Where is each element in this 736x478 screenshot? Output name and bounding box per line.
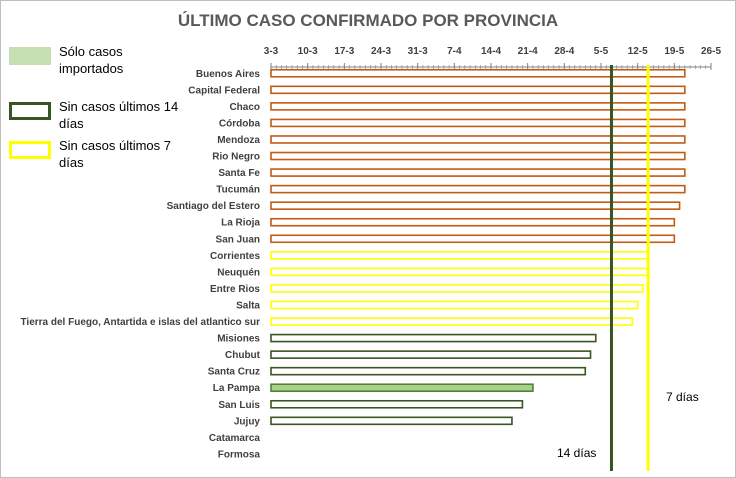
- category-label: Capital Federal: [188, 85, 260, 96]
- bar: [270, 135, 686, 144]
- category-label: Corrientes: [210, 251, 260, 262]
- category-label: Tucumán: [216, 185, 260, 196]
- bar: [270, 217, 676, 227]
- bar: [270, 184, 686, 194]
- category-label: Tierra del Fuego, Antartida e islas del …: [20, 317, 260, 328]
- bar: [270, 118, 686, 128]
- category-label: Santa Cruz: [208, 367, 260, 378]
- x-tick-label: 19-5: [664, 46, 684, 57]
- bar: [270, 267, 649, 277]
- legend-label-14-days: Sin casos últimos 14 días: [59, 99, 179, 131]
- bar: [270, 300, 639, 310]
- category-label: Neuquén: [217, 267, 260, 278]
- x-tick-label: 3-3: [264, 46, 279, 57]
- bar: [270, 68, 686, 78]
- bar: [270, 85, 686, 95]
- x-tick-label: 21-4: [518, 46, 538, 57]
- bar: [270, 168, 686, 177]
- bar: [270, 201, 681, 210]
- bar: [270, 350, 592, 359]
- category-label: San Luis: [218, 400, 260, 411]
- bar: [270, 366, 587, 376]
- category-label: Salta: [236, 300, 260, 311]
- bar: [270, 102, 686, 111]
- legend-label-imported: Sólo casos importados: [59, 44, 124, 76]
- category-label: Formosa: [218, 449, 261, 460]
- category-label: Chaco: [229, 102, 260, 113]
- category-label: Jujuy: [234, 416, 261, 427]
- bar: [270, 383, 534, 393]
- category-label: Santa Fe: [218, 168, 260, 179]
- bar: [270, 284, 644, 293]
- category-label: Buenos Aires: [196, 69, 261, 80]
- legend-swatch-imported: [9, 47, 51, 65]
- bar: [270, 251, 649, 260]
- category-label: La Rioja: [221, 218, 260, 229]
- x-tick-label: 7-4: [447, 46, 462, 57]
- label-14-days: 14 días: [557, 446, 596, 460]
- x-tick-label: 10-3: [298, 46, 318, 57]
- category-label: San Juan: [216, 234, 260, 245]
- category-label: La Pampa: [213, 383, 261, 394]
- bar: [270, 234, 676, 244]
- chart-title: ÚLTIMO CASO CONFIRMADO POR PROVINCIA: [177, 11, 559, 30]
- label-7-days: 7 días: [666, 390, 699, 404]
- x-tick-label: 31-3: [408, 46, 428, 57]
- x-tick-label: 12-5: [628, 46, 648, 57]
- category-label: Entre Rios: [210, 284, 260, 295]
- x-tick-label: 5-5: [594, 46, 609, 57]
- x-tick-label: 17-3: [334, 46, 354, 57]
- bar: [270, 333, 597, 343]
- category-label: Rio Negro: [212, 152, 260, 163]
- x-tick-label: 26-5: [701, 46, 721, 57]
- x-tick-label: 28-4: [554, 46, 574, 57]
- category-label: Mendoza: [217, 135, 260, 146]
- legend-swatch-7-days: [9, 141, 51, 159]
- legend-label-7-days: Sin casos últimos 7 días: [59, 138, 171, 170]
- category-label: Santiago del Estero: [167, 201, 260, 212]
- x-tick-label: 14-4: [481, 46, 501, 57]
- legend-swatch-14-days: [9, 102, 51, 120]
- bar: [270, 416, 513, 426]
- category-label: Catamarca: [209, 433, 261, 444]
- bar: [270, 317, 634, 326]
- x-tick-label: 24-3: [371, 46, 391, 57]
- bar: [270, 399, 524, 409]
- category-label: Córdoba: [219, 118, 261, 129]
- category-label: Misiones: [217, 334, 260, 345]
- category-label: Chubut: [225, 350, 261, 361]
- bar: [270, 151, 686, 161]
